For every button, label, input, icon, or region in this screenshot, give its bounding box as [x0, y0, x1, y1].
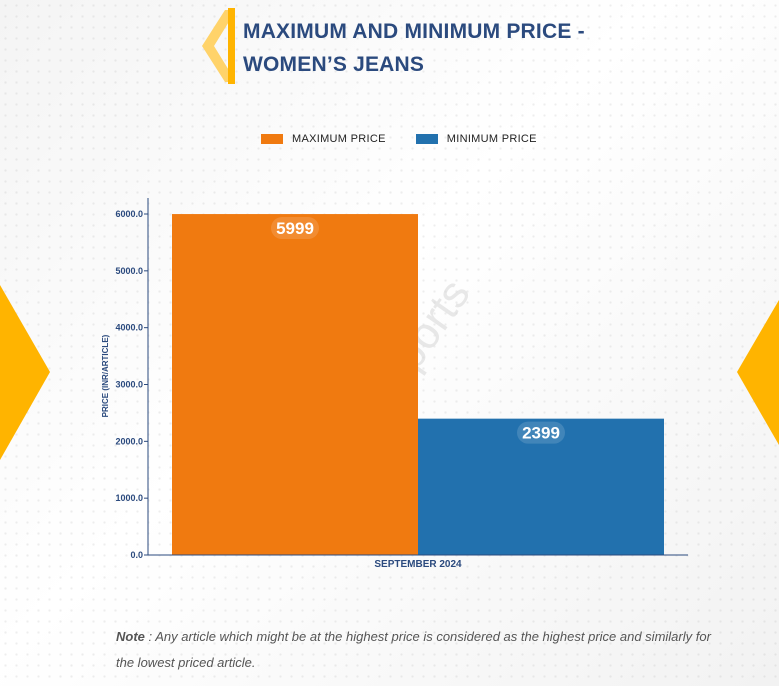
bar-maximum-price: [172, 214, 418, 556]
footnote: Note : Any article which might be at the…: [116, 624, 716, 676]
title-chevron-icon: [202, 8, 235, 84]
y-tick-label: 6000.0: [115, 209, 143, 219]
y-tick-label: 1000.0: [115, 493, 143, 503]
data-label-maximum: 5999: [276, 219, 314, 238]
y-tick-label: 4000.0: [115, 323, 143, 333]
data-label-bg-0: [271, 217, 319, 240]
left-decorative-arrow: [0, 285, 50, 460]
legend-swatch-max: [261, 134, 283, 144]
y-tick-label: 2000.0: [115, 436, 143, 446]
y-tick-label: 5000.0: [115, 266, 143, 276]
y-tick-label: 0.0: [130, 550, 143, 560]
y-tick-label: 3000.0: [115, 380, 143, 390]
data-label-bg-1: [517, 421, 565, 444]
note-text: : Any article which might be at the high…: [116, 629, 711, 670]
legend-label-max: MAXIMUM PRICE: [292, 133, 386, 145]
legend-item-min: MINIMUM PRICE: [415, 133, 537, 145]
page-title: MAXIMUM AND MINIMUM PRICE - WOMEN’S JEAN…: [243, 15, 585, 81]
chart-legend: MAXIMUM PRICE MINIMUM PRICE: [261, 133, 537, 145]
y-axis-label: PRICE (INR/ARTICLE): [101, 334, 110, 417]
title-line-1: MAXIMUM AND MINIMUM PRICE -: [243, 20, 585, 43]
title-line-2: WOMEN’S JEANS: [243, 53, 425, 76]
right-decorative-arrow: [737, 300, 779, 445]
legend-label-min: MINIMUM PRICE: [446, 133, 537, 145]
note-label: Note: [116, 629, 145, 644]
legend-item-max: MAXIMUM PRICE: [261, 133, 386, 145]
x-tick-label: SEPTEMBER 2024: [374, 559, 462, 570]
legend-swatch-min: [415, 134, 438, 144]
bar-minimum-price: [418, 418, 664, 555]
data-label-minimum: 2399: [522, 424, 560, 443]
